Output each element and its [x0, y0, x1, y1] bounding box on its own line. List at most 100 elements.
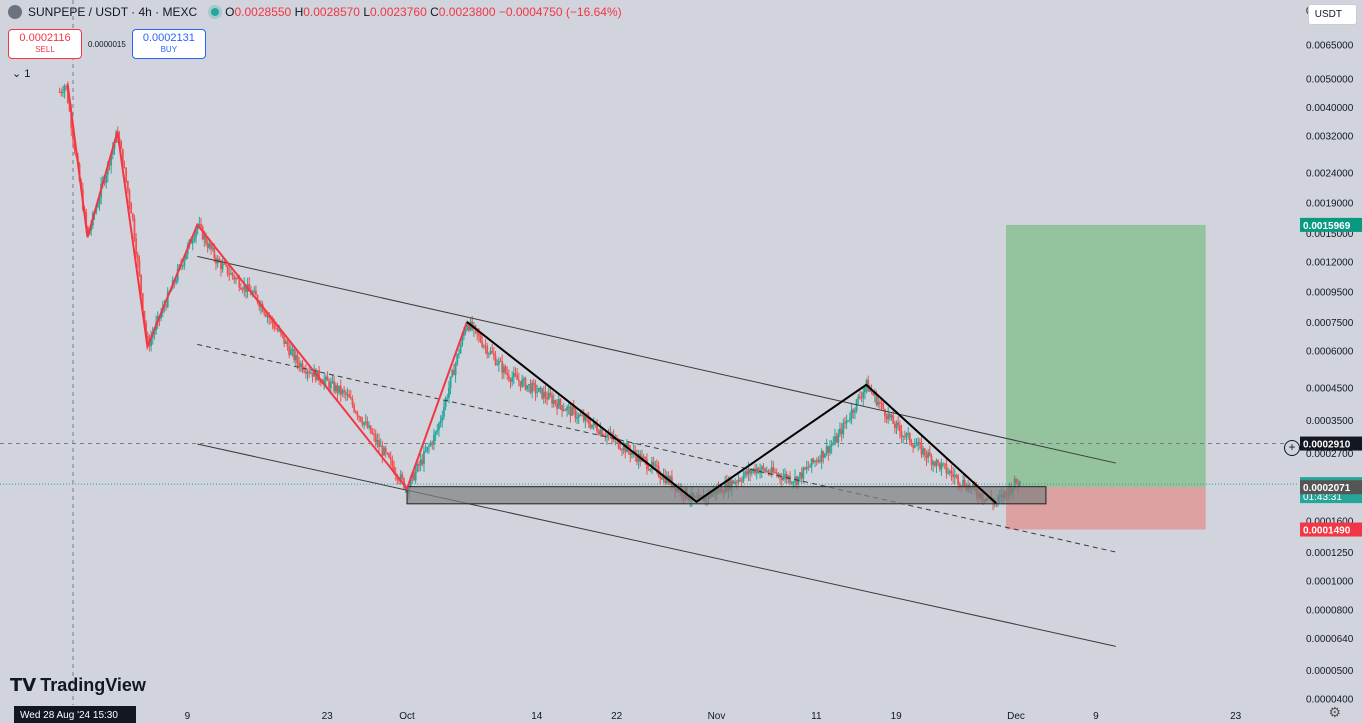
candle — [526, 385, 529, 390]
candle — [735, 481, 738, 483]
time-axis[interactable] — [0, 705, 1363, 723]
zigzag-black-line[interactable] — [466, 321, 997, 504]
price-tick-label: 0.0003500 — [1306, 416, 1354, 427]
candle — [935, 460, 938, 466]
candle — [376, 440, 379, 443]
candle — [880, 403, 883, 405]
candle — [489, 350, 492, 354]
candle — [842, 422, 845, 435]
candle — [86, 226, 89, 235]
candle — [436, 430, 439, 432]
candle — [418, 464, 420, 466]
candle — [284, 341, 287, 344]
candle — [915, 445, 918, 447]
candle — [399, 474, 402, 481]
candle — [892, 415, 895, 424]
add-alert-plus-icon[interactable]: + — [1284, 440, 1300, 456]
candle — [63, 85, 66, 93]
candle — [742, 475, 745, 482]
target-zone[interactable] — [1006, 224, 1206, 488]
candle — [607, 434, 610, 436]
time-tick-label: 23 — [1230, 711, 1242, 722]
candle — [840, 428, 843, 435]
candle — [374, 434, 377, 443]
candle — [581, 415, 583, 417]
candle — [529, 384, 532, 393]
candle — [642, 456, 645, 458]
zigzag-red-line[interactable] — [66, 83, 468, 491]
candle — [479, 335, 482, 342]
candle — [434, 431, 437, 435]
channel-middle-line[interactable] — [197, 343, 1116, 553]
candle — [409, 477, 412, 487]
currency-button[interactable]: USDT — [1307, 4, 1357, 25]
price-label-crosshair[interactable] — [1300, 436, 1362, 451]
candle — [747, 469, 750, 475]
candle — [326, 376, 329, 381]
candle — [343, 390, 346, 393]
candle — [576, 417, 578, 419]
channel-lower-line[interactable] — [197, 443, 1116, 647]
candle — [225, 263, 227, 266]
candle — [749, 469, 752, 474]
sell-label: SELL — [35, 45, 55, 54]
price-label-text: 0.0001490 — [1303, 526, 1351, 537]
candle — [428, 445, 430, 447]
candle — [592, 421, 595, 425]
indicators-toggle[interactable]: ⌄ 1 — [12, 68, 31, 80]
time-tick-label: 9 — [1093, 711, 1099, 722]
candle — [443, 406, 445, 417]
candle — [213, 247, 216, 258]
candle — [532, 382, 535, 385]
candle — [444, 398, 447, 407]
candle — [331, 380, 334, 383]
candle — [849, 418, 851, 421]
crosshair-time-label[interactable] — [14, 706, 136, 723]
support-zone[interactable] — [406, 486, 1047, 505]
candle — [289, 349, 292, 355]
candle — [805, 466, 808, 470]
price-label-stop[interactable] — [1300, 522, 1362, 537]
candle — [276, 328, 279, 331]
candle — [506, 372, 509, 376]
candle — [561, 405, 563, 411]
candle — [785, 474, 788, 480]
symbol-title[interactable]: SUNPEPE / USDT · 4h · MEXC — [28, 5, 198, 19]
candle — [398, 479, 400, 481]
candle — [514, 373, 517, 376]
candle — [329, 382, 332, 389]
candle — [150, 337, 152, 347]
candle — [850, 409, 853, 419]
candle — [70, 110, 73, 129]
sell-button[interactable]: 0.0002116 SELL — [8, 29, 82, 59]
price-label-entry[interactable] — [1300, 480, 1362, 495]
candle — [617, 438, 620, 449]
candle — [486, 346, 489, 355]
candle — [501, 361, 504, 373]
time-tick-label: 22 — [611, 711, 623, 722]
candle — [938, 462, 941, 470]
candle — [750, 471, 753, 474]
price-axis[interactable] — [1298, 0, 1363, 705]
candle — [238, 278, 241, 288]
price-label-target[interactable] — [1300, 217, 1362, 232]
candle — [294, 355, 297, 361]
tradingview-logo[interactable]: 𝗧𝗩 TradingView — [10, 675, 146, 696]
candle — [760, 466, 763, 471]
candle — [384, 447, 387, 453]
candle — [596, 425, 598, 432]
price-tick-label: 0.0001250 — [1306, 548, 1354, 559]
candle — [274, 328, 277, 330]
price-tick-label: 0.0065000 — [1306, 41, 1354, 52]
candle — [464, 329, 467, 333]
channel-upper-line[interactable] — [197, 255, 1116, 464]
candle — [65, 85, 68, 87]
buy-button[interactable]: 0.0002131 BUY — [131, 29, 206, 59]
gear-icon[interactable]: ⚙ — [1328, 704, 1341, 720]
candle — [309, 372, 312, 374]
candle — [937, 460, 940, 463]
crosshair-time-text: Wed 28 Aug '24 15:30 — [20, 710, 118, 721]
candle — [516, 375, 519, 380]
price-tick-label: 0.0012000 — [1306, 258, 1354, 269]
